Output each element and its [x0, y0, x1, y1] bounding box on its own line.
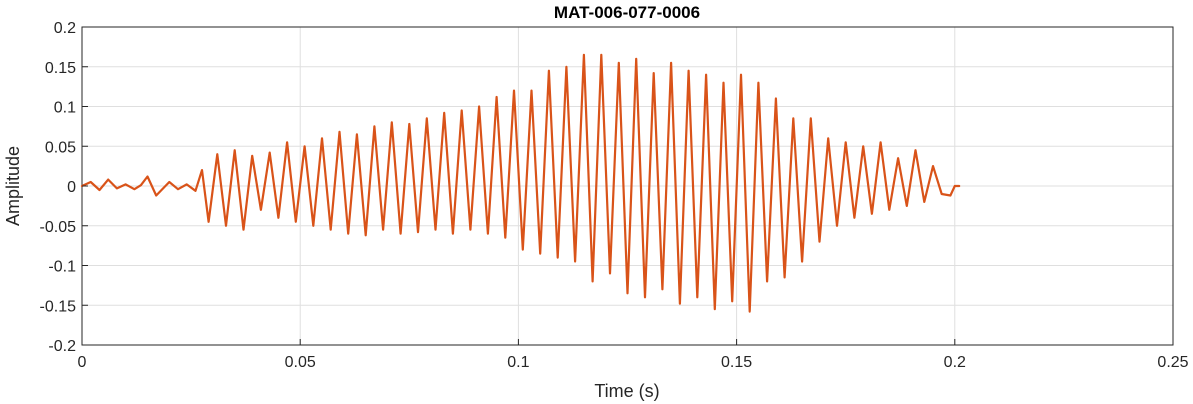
y-tick-label: 0.15 — [45, 60, 76, 77]
series-line-0 — [80, 53, 961, 313]
chart-title: MAT-006-077-0006 — [554, 3, 700, 22]
y-tick-label: -0.1 — [48, 259, 76, 276]
y-tick-label: -0.05 — [40, 219, 77, 236]
y-tick-label: -0.15 — [40, 298, 77, 315]
x-axis-ticks: 0 0.05 0.1 0.15 0.2 0.25 — [78, 339, 1189, 371]
y-tick-label: 0.2 — [54, 20, 76, 37]
y-axis-ticks: 0.2 0.15 0.1 0.05 0 -0.05 -0.1 -0.15 -0.2 — [40, 20, 88, 355]
x-tick-label: 0 — [78, 354, 87, 371]
y-tick-label: 0 — [67, 179, 76, 196]
series-layer — [80, 53, 961, 313]
y-axis-label: Amplitude — [3, 146, 23, 226]
x-tick-label: 0.05 — [285, 354, 316, 371]
x-tick-label: 0.2 — [944, 354, 966, 371]
y-tick-label: 0.05 — [45, 139, 76, 156]
x-tick-label: 0.15 — [721, 354, 752, 371]
grid — [81, 26, 1174, 346]
x-tick-label: 0.1 — [507, 354, 529, 371]
x-axis-label: Time (s) — [594, 381, 659, 401]
y-tick-label: 0.1 — [54, 100, 76, 117]
x-tick-label: 0.25 — [1157, 354, 1188, 371]
y-tick-label: -0.2 — [48, 338, 76, 355]
